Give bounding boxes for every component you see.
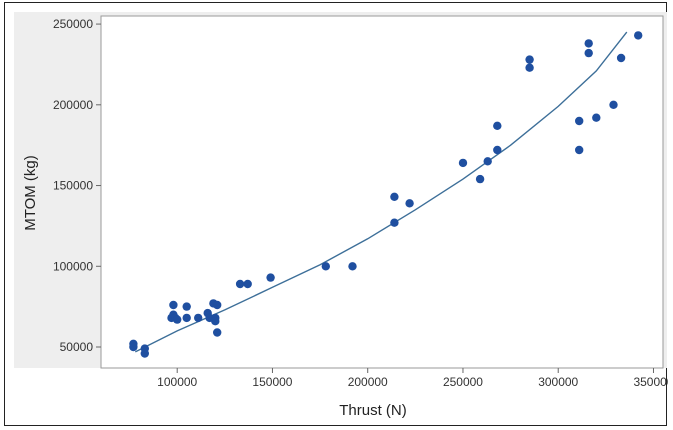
data-points [129, 31, 643, 358]
data-point [235, 279, 245, 289]
data-point [169, 300, 178, 310]
data-point [405, 199, 414, 208]
y-tick-label: 100000 [53, 259, 93, 273]
y-tick-label: 150000 [53, 179, 93, 193]
data-point [616, 53, 626, 63]
data-point [140, 349, 149, 358]
data-point [575, 145, 584, 155]
data-point [182, 302, 191, 311]
data-point [321, 262, 330, 271]
data-point [584, 39, 593, 48]
chart-frame: 100000 150000 200000 250000 300000 350000 5000… [4, 2, 668, 426]
data-point [475, 174, 485, 184]
x-tick-label: 100000 [157, 375, 197, 389]
x-tick-label: 300000 [538, 375, 578, 389]
y-tick-label: 50000 [60, 340, 94, 354]
x-tick-label: 350000 [633, 375, 668, 389]
plot-area [100, 15, 664, 369]
data-point [129, 342, 138, 352]
axis-ticks: 100000 150000 200000 250000 300000 350000 5000… [53, 17, 668, 389]
data-point [213, 300, 222, 310]
data-point [525, 55, 534, 64]
y-axis-title: MTOM (kg) [22, 155, 39, 231]
data-point [194, 313, 203, 323]
data-point [493, 145, 502, 155]
data-point [575, 116, 584, 126]
data-point [390, 192, 399, 201]
scatter-chart: 100000 150000 200000 250000 300000 350000 5000… [14, 12, 668, 419]
x-tick-label: 150000 [252, 375, 292, 389]
data-point [609, 100, 618, 110]
x-tick-label: 250000 [443, 375, 483, 389]
data-point [266, 273, 275, 282]
data-point [525, 63, 534, 72]
data-point [592, 113, 601, 122]
data-point [390, 218, 399, 227]
data-point [458, 158, 468, 168]
data-point [211, 317, 220, 326]
data-point [243, 279, 252, 289]
data-point [348, 262, 357, 271]
data-point [182, 313, 191, 323]
y-tick-label: 250000 [53, 17, 93, 31]
y-tick-label: 200000 [53, 98, 93, 112]
data-point [634, 31, 643, 40]
data-point [173, 315, 182, 324]
data-point [213, 328, 222, 337]
x-tick-label: 200000 [348, 375, 388, 389]
data-point [584, 48, 593, 58]
data-point [493, 121, 502, 130]
x-axis-title: Thrust (N) [339, 402, 407, 419]
data-point [483, 157, 492, 166]
